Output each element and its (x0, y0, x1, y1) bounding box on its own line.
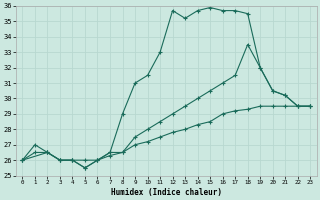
X-axis label: Humidex (Indice chaleur): Humidex (Indice chaleur) (111, 188, 222, 197)
